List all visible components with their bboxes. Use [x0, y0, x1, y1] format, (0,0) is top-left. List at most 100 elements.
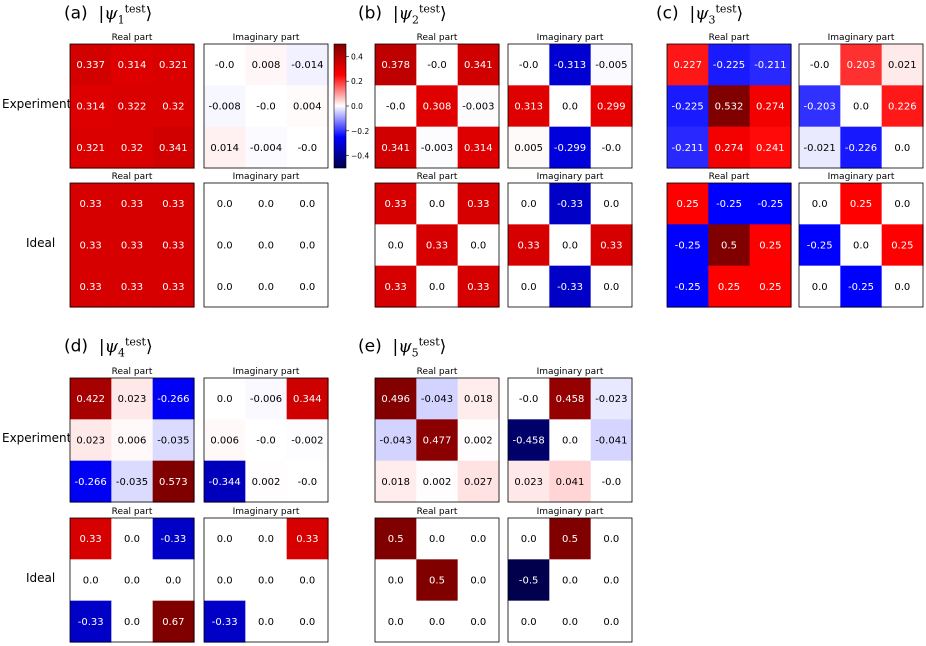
- ideal-real-matrix: Real part 0.25 -0.25 -0.25 -0.25 0.5 0.25 -0.25…: [666, 172, 792, 308]
- matrix-cell: [840, 265, 883, 308]
- matrix-title: Real part: [417, 33, 458, 43]
- state-superscript: test: [418, 2, 440, 15]
- cell-value-label: -0.043: [421, 394, 453, 405]
- matrix-cell: [667, 224, 709, 267]
- matrix-cell: [416, 224, 459, 267]
- cell-value-label: -0.003: [462, 102, 494, 113]
- matrix-cell: [708, 126, 751, 169]
- matrix-cell: [749, 265, 792, 308]
- cell-value-label: -0.004: [250, 143, 282, 154]
- matrix-cell: [245, 126, 288, 169]
- state-index: 1: [117, 13, 125, 27]
- cell-value-label: -0.25: [848, 282, 874, 293]
- panel-label-d: (d) |ψ4test⟩: [64, 335, 153, 359]
- cell-value-label: 0.0: [562, 576, 578, 587]
- matrix-title: Imaginary part: [233, 172, 300, 182]
- matrix-cell: [375, 378, 417, 420]
- cell-value-label: 0.25: [850, 199, 872, 210]
- matrix-cell: [749, 85, 792, 128]
- matrix-cell: [286, 559, 329, 602]
- cell-value-label: 0.0: [521, 199, 537, 210]
- cell-value-label: 0.33: [467, 199, 489, 210]
- panel-letter: (d): [64, 336, 89, 357]
- matrix-cell: [375, 460, 417, 503]
- cell-value-label: 0.0: [603, 576, 619, 587]
- matrix-title: Real part: [112, 367, 153, 377]
- matrix-cell: [457, 44, 500, 86]
- matrix-cell: [111, 85, 154, 128]
- matrix-title: Imaginary part: [537, 507, 604, 517]
- cell-value-label: 0.0: [521, 534, 537, 545]
- experiment-imaginary-matrix: Imaginary part -0.0 0.203 0.021 -0.203 0.0 0.2…: [798, 33, 924, 169]
- cell-value-label: 0.041: [556, 477, 585, 488]
- cell-value-label: 0.477: [423, 436, 452, 447]
- matrix-frame: [203, 43, 329, 169]
- matrix-frame: [374, 43, 500, 169]
- cell-value-label: 0.006: [118, 436, 147, 447]
- cell-value-label: -0.33: [557, 199, 583, 210]
- cell-value-label: 0.0: [429, 282, 445, 293]
- cell-value-label: -0.25: [675, 241, 701, 252]
- state-ket: |ψ5test⟩: [392, 335, 447, 360]
- cell-value-label: 0.33: [426, 241, 448, 252]
- experiment-real-matrix: Real part 0.378 -0.0 0.341 -0.0 0.308 -0.003 0.…: [374, 33, 500, 169]
- matrix-cell: [508, 559, 550, 602]
- cell-value-label: 0.0: [470, 534, 486, 545]
- cell-value-label: 0.33: [600, 241, 622, 252]
- panel-label-e: (e) |ψ5test⟩: [358, 335, 446, 359]
- matrix-cell: [152, 600, 195, 643]
- matrix-cell: [286, 126, 329, 169]
- cell-value-label: 0.32: [162, 102, 184, 113]
- colorbar-bar: [333, 43, 347, 169]
- cell-value-label: -0.458: [513, 436, 545, 447]
- ideal-imaginary-matrix: Imaginary part 0.0 0.25 0.0 -0.25 0.0 0.25 0.0 -…: [798, 172, 924, 308]
- matrix-cell: [799, 85, 841, 128]
- matrix-cell: [549, 265, 592, 308]
- matrix-cell: [111, 183, 154, 225]
- matrix-frame: [203, 377, 329, 503]
- matrix-cell: [416, 518, 459, 560]
- cell-value-label: 0.341: [464, 60, 493, 71]
- cell-value-label: -0.0: [256, 436, 276, 447]
- cell-value-label: 0.0: [217, 199, 233, 210]
- cell-value-label: 0.337: [76, 60, 105, 71]
- matrix-cell: [286, 518, 329, 560]
- cell-value-label: 0.5: [429, 576, 445, 587]
- panel-letter: (c): [656, 3, 679, 24]
- cell-value-label: -0.0: [427, 60, 447, 71]
- cell-value-label: 0.33: [162, 282, 184, 293]
- cell-value-label: 0.0: [124, 534, 140, 545]
- cell-value-label: 0.023: [514, 477, 543, 488]
- matrix-frame: [798, 43, 924, 169]
- cell-value-label: 0.33: [296, 534, 318, 545]
- matrix-title: Imaginary part: [537, 367, 604, 377]
- matrix-cell: [245, 85, 288, 128]
- matrix-cell: [152, 378, 195, 420]
- matrix-cell: [799, 44, 841, 86]
- matrix-title: Real part: [112, 172, 153, 182]
- matrix-cell: [667, 126, 709, 169]
- matrix-cell: [70, 126, 112, 169]
- cell-value-label: 0.203: [847, 60, 876, 71]
- matrix-cell: [667, 183, 709, 225]
- cell-value-label: 0.0: [299, 617, 315, 628]
- cell-value-label: 0.0: [429, 534, 445, 545]
- matrix-cell: [416, 378, 459, 420]
- matrix-title: Real part: [417, 172, 458, 182]
- cell-value-label: 0.004: [293, 102, 322, 113]
- row-label-ideal-bottom: Ideal: [26, 571, 56, 585]
- state-index: 4: [117, 346, 125, 360]
- cell-value-label: 0.0: [603, 617, 619, 628]
- matrix-cell: [508, 183, 550, 225]
- cell-value-label: 0.0: [217, 241, 233, 252]
- cell-value-label: 0.027: [464, 477, 493, 488]
- cell-value-label: 0.0: [217, 282, 233, 293]
- experiment-imaginary-matrix: Imaginary part -0.0 -0.313 -0.005 0.313 0.0 0.…: [507, 33, 633, 169]
- cell-value-label: 0.0: [603, 282, 619, 293]
- matrix-cell: [508, 85, 550, 128]
- matrix-cell: [457, 460, 500, 503]
- matrix-cell: [416, 559, 459, 602]
- matrix-cell: [457, 126, 500, 169]
- matrix-cell: [416, 419, 459, 462]
- matrix-cell: [152, 265, 195, 308]
